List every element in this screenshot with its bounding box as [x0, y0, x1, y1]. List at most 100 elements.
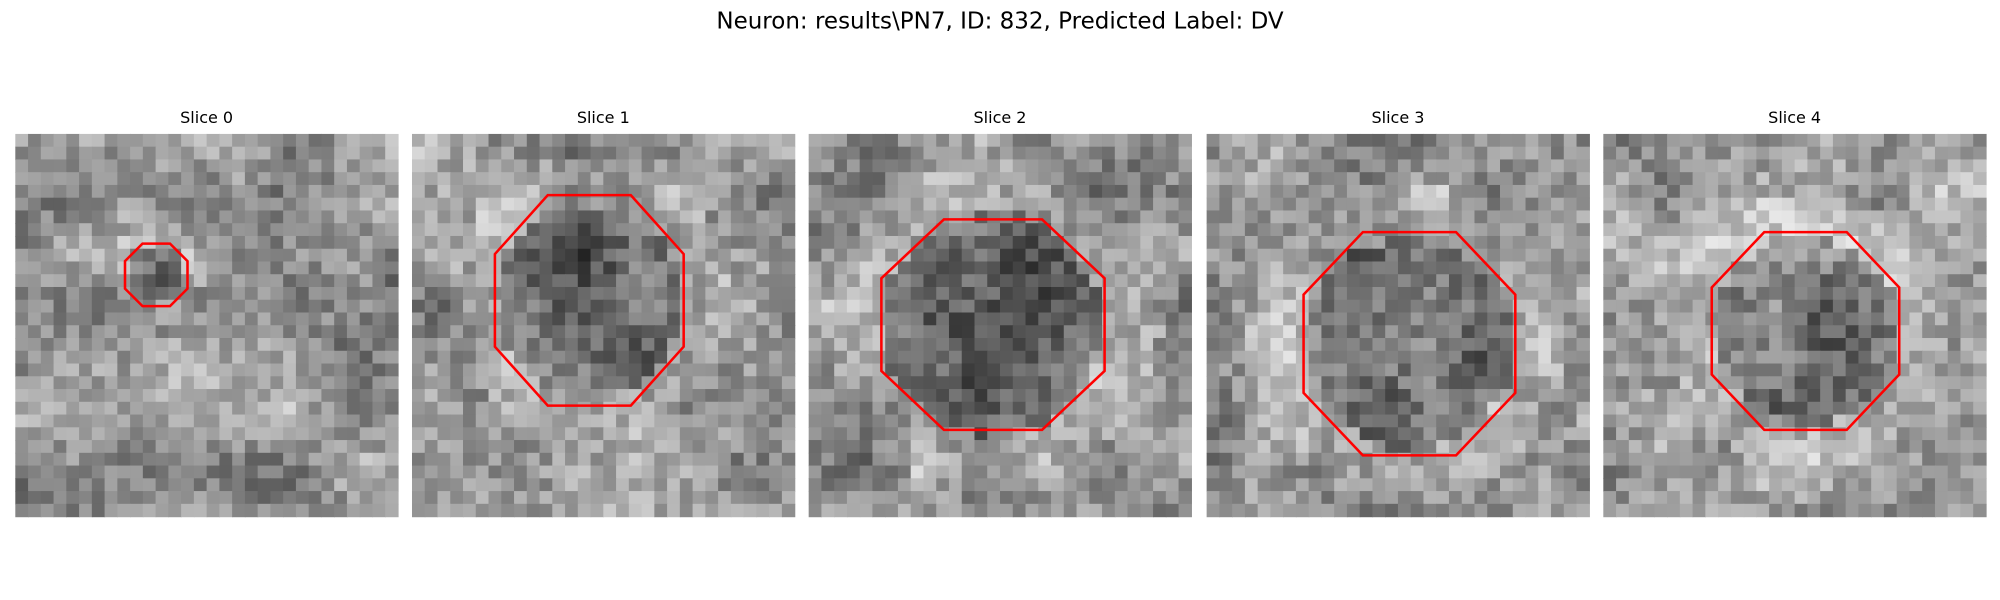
pixel	[168, 248, 182, 263]
pixel	[1743, 274, 1758, 288]
pixel	[1423, 478, 1437, 492]
pixel	[1960, 210, 1974, 224]
pixel	[654, 452, 668, 467]
pixel	[295, 172, 310, 186]
pixel	[15, 478, 29, 492]
pixel	[1858, 478, 1872, 492]
pixel	[948, 159, 963, 173]
pixel	[1385, 414, 1399, 428]
pixel	[1127, 440, 1141, 454]
pixel	[1127, 363, 1141, 377]
pixel	[1423, 363, 1437, 377]
pixel	[1397, 503, 1412, 518]
pixel	[590, 312, 604, 326]
pixel	[539, 440, 553, 454]
pixel	[1474, 401, 1488, 416]
pixel	[1270, 235, 1284, 250]
pixel	[1076, 235, 1090, 250]
pixel	[1334, 363, 1348, 377]
pixel	[1232, 478, 1246, 492]
pixel	[1474, 146, 1488, 161]
pixel	[1423, 133, 1437, 148]
pixel	[756, 401, 770, 416]
pixel	[1563, 452, 1578, 467]
pixel	[501, 274, 515, 288]
pixel	[539, 503, 553, 518]
pixel	[872, 478, 886, 492]
pixel	[1308, 172, 1323, 186]
pixel	[28, 376, 42, 390]
pixel	[577, 427, 592, 441]
pixel	[667, 503, 681, 518]
pixel	[321, 491, 335, 505]
pixel	[1448, 414, 1463, 428]
pixel	[463, 401, 477, 416]
pixel	[270, 491, 284, 505]
pixel	[1845, 299, 1860, 314]
pixel	[53, 427, 67, 441]
pixel	[168, 363, 182, 377]
pixel	[923, 184, 937, 199]
pixel	[219, 325, 233, 339]
pixel	[1308, 184, 1323, 199]
pixel	[692, 184, 706, 199]
pixel	[244, 414, 259, 428]
pixel	[1616, 299, 1630, 314]
pixel	[1206, 146, 1221, 161]
pixel	[718, 235, 732, 250]
pixel	[1934, 427, 1949, 441]
pixel	[565, 325, 579, 339]
pixel	[1283, 223, 1297, 237]
pixel	[1474, 274, 1488, 288]
pixel	[181, 146, 195, 161]
pixel	[66, 389, 80, 403]
pixel	[411, 133, 426, 148]
pixel	[616, 427, 630, 441]
pixel	[1641, 146, 1655, 161]
pixel	[1871, 465, 1885, 479]
pixel	[1321, 440, 1335, 454]
pixel	[130, 440, 144, 454]
pixel	[1832, 286, 1847, 301]
pixel	[501, 172, 515, 186]
pixel	[411, 401, 426, 416]
pixel	[923, 325, 937, 339]
pixel	[526, 248, 541, 263]
pixel	[923, 478, 937, 492]
pixel	[437, 465, 451, 479]
pixel	[1140, 363, 1154, 377]
pixel	[1500, 172, 1514, 186]
pixel	[1385, 363, 1399, 377]
pixel	[1140, 376, 1154, 390]
pixel	[219, 235, 233, 250]
pixel	[1654, 401, 1668, 416]
pixel	[1474, 440, 1488, 454]
pixel	[142, 376, 157, 390]
pixel	[1858, 172, 1872, 186]
pixel	[1934, 465, 1949, 479]
pixel	[616, 503, 630, 518]
pixel	[66, 274, 80, 288]
pixel	[1794, 197, 1809, 212]
pixel	[1781, 184, 1796, 199]
pixel	[1960, 376, 1974, 390]
pixel	[859, 133, 874, 148]
pixel	[1114, 159, 1129, 173]
pixel	[821, 172, 835, 186]
pixel	[730, 350, 745, 365]
pixel	[1756, 261, 1770, 275]
pixel	[948, 414, 963, 428]
pixel	[1165, 491, 1180, 505]
pixel	[450, 235, 464, 250]
pixel	[193, 478, 208, 492]
pixel	[1743, 146, 1758, 161]
pixel	[1308, 286, 1323, 301]
pixel	[1025, 248, 1039, 263]
pixel	[372, 235, 386, 250]
pixel	[1153, 478, 1167, 492]
pixel	[910, 338, 925, 352]
pixel	[1051, 299, 1065, 314]
pixel	[1934, 274, 1949, 288]
pixel	[283, 197, 297, 212]
pixel	[743, 350, 758, 365]
